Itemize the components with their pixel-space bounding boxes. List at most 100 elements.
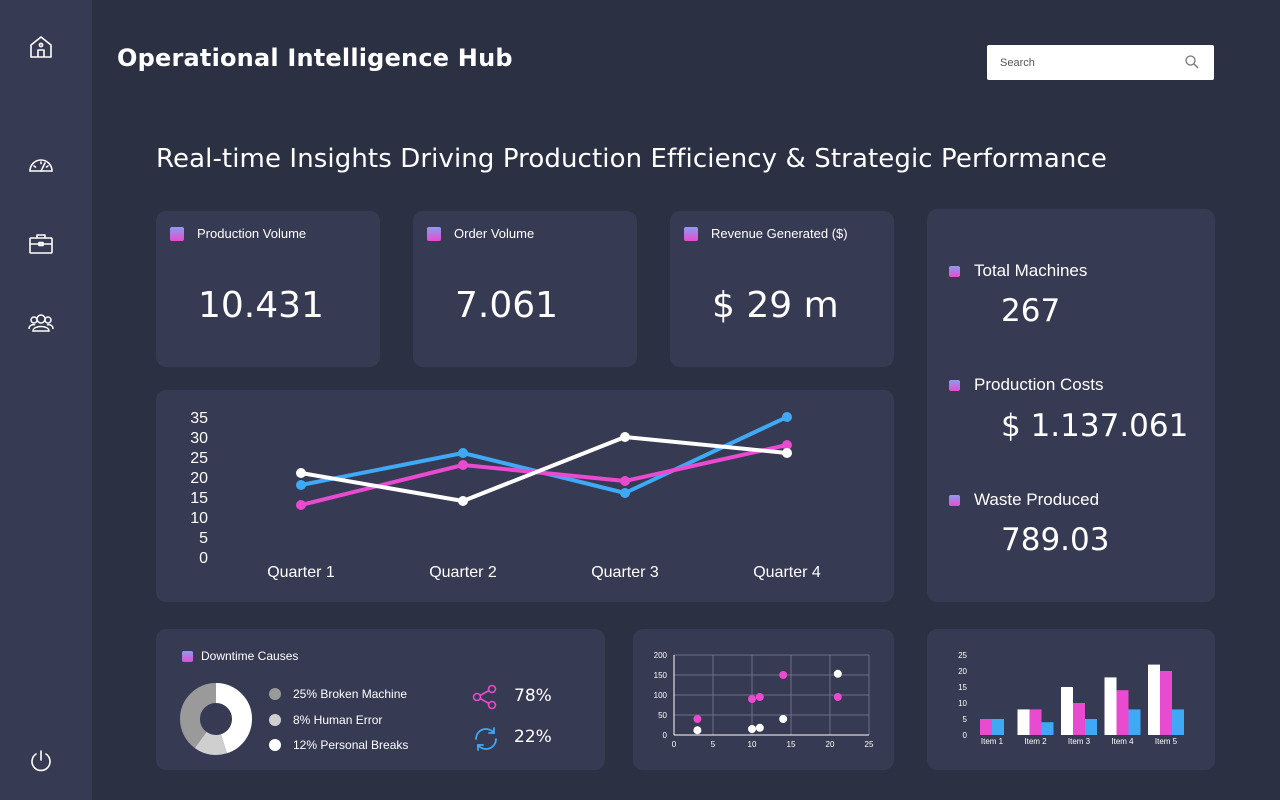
stat-label: Total Machines [974, 261, 1088, 280]
stat-label: Waste Produced [974, 490, 1100, 509]
x-tick-label: 25 [865, 740, 874, 749]
app-title: Operational Intelligence Hub [117, 44, 513, 72]
x-tick-label: Item 1 [981, 737, 1004, 746]
y-tick-label: 35 [190, 410, 208, 427]
kpi-card-order-volume: Order Volume 7.061 [413, 211, 637, 367]
x-tick-label: Quarter 3 [591, 564, 659, 581]
briefcase-icon[interactable] [28, 231, 54, 257]
data-point [833, 669, 842, 678]
data-point [458, 496, 468, 506]
data-point [620, 488, 630, 498]
y-tick-label: 10 [958, 699, 967, 708]
legend-dot [269, 688, 281, 700]
legend-swatch [949, 494, 960, 506]
page-subtitle: Real-time Insights Driving Production Ef… [156, 144, 1107, 174]
kpi-value: 7.061 [455, 285, 559, 326]
bar [980, 719, 992, 735]
y-tick-label: 5 [199, 530, 208, 547]
downtime-card: Downtime Causes 25% Broken Machine 8% Hu… [156, 629, 605, 770]
series-line [300, 415, 788, 495]
y-tick-label: 10 [190, 510, 208, 527]
search-icon[interactable] [1184, 54, 1200, 70]
data-point [296, 500, 306, 510]
series-line [300, 443, 788, 507]
legend-label: 8% Human Error [293, 713, 383, 727]
bar [1172, 709, 1184, 735]
data-point [748, 695, 756, 703]
legend-dot [269, 739, 281, 751]
sidebar [0, 0, 92, 800]
data-point [296, 468, 306, 478]
stat-value: $ 1.137.061 [1001, 408, 1189, 444]
legend-swatch [427, 226, 441, 241]
kpi-label: Order Volume [454, 226, 535, 241]
pie-slice [180, 683, 252, 755]
data-point [782, 412, 792, 422]
power-icon[interactable] [28, 748, 54, 774]
x-tick-label: Quarter 4 [753, 564, 821, 581]
bar [1041, 722, 1054, 735]
bar-chart: 0 5 10 15 20 25 Item 1 Item 2 Item 3 Item 4 Item 5 [958, 651, 1184, 746]
kpi-label: Production Volume [197, 226, 307, 241]
kpi-card-revenue: Revenue Generated ($) $ 29 m [670, 211, 894, 367]
data-point [693, 715, 702, 723]
x-tick-label: Quarter 1 [267, 564, 335, 581]
scatter-chart-card: 0 5 10 15 20 25 0 50 100 150 200 [633, 629, 894, 770]
legend-swatch [684, 226, 698, 241]
bar [1061, 687, 1073, 735]
x-tick-label: Quarter 2 [429, 564, 497, 581]
data-point [748, 725, 756, 733]
legend-item: 25% Broken Machine [269, 687, 407, 701]
data-point [620, 476, 630, 486]
x-tick-label: 5 [711, 740, 716, 749]
legend-label: 25% Broken Machine [293, 687, 408, 701]
x-tick-label: Item 2 [1024, 737, 1047, 746]
bar [1104, 677, 1117, 735]
legend-item: 8% Human Error [269, 713, 382, 727]
bar [1116, 690, 1129, 735]
legend-swatch [949, 379, 960, 391]
stat-label: Production Costs [974, 375, 1104, 394]
bar [1085, 719, 1097, 735]
legend-dot [269, 714, 281, 726]
y-tick-label: 0 [663, 731, 668, 740]
scatter-chart: 0 5 10 15 20 25 0 50 100 150 200 [654, 651, 874, 749]
y-tick-label: 20 [958, 667, 967, 676]
y-tick-label: 30 [190, 430, 208, 447]
bar [1160, 671, 1172, 735]
refresh-icon [475, 727, 497, 751]
legend-label: 12% Personal Breaks [293, 738, 409, 752]
bar [1017, 709, 1030, 735]
refresh-metric-value: 22% [514, 727, 552, 747]
search-box[interactable] [987, 45, 1214, 80]
kpi-card-production-volume: Production Volume 10.431 [156, 211, 380, 367]
y-tick-label: 15 [190, 490, 208, 507]
x-tick-label: Item 3 [1068, 737, 1091, 746]
x-tick-label: Item 5 [1155, 737, 1178, 746]
data-point [458, 448, 468, 458]
x-tick-label: Item 4 [1111, 737, 1134, 746]
data-point [782, 440, 792, 450]
bar [1148, 664, 1160, 735]
legend-swatch [182, 650, 193, 662]
line-chart: 0 5 10 15 20 25 30 35 Quarter 1 Quarter 2 Quarter … [190, 410, 821, 581]
legend-swatch [949, 265, 960, 277]
x-tick-label: 0 [672, 740, 677, 749]
y-tick-label: 25 [958, 651, 967, 660]
share-metric-value: 78% [514, 686, 552, 706]
search-input[interactable] [987, 45, 1177, 80]
speedometer-icon[interactable] [28, 152, 54, 178]
users-icon[interactable] [28, 310, 54, 336]
downtime-title: Downtime Causes [201, 649, 299, 663]
data-point [620, 432, 630, 442]
home-icon[interactable] [28, 34, 54, 60]
y-tick-label: 0 [963, 731, 968, 740]
y-tick-label: 15 [958, 683, 967, 692]
x-tick-label: 10 [748, 740, 757, 749]
y-tick-label: 50 [658, 711, 667, 720]
data-point [779, 715, 788, 723]
data-point [458, 460, 468, 470]
stat-value: 267 [1001, 293, 1061, 329]
y-tick-label: 20 [190, 470, 208, 487]
data-point [755, 693, 764, 701]
